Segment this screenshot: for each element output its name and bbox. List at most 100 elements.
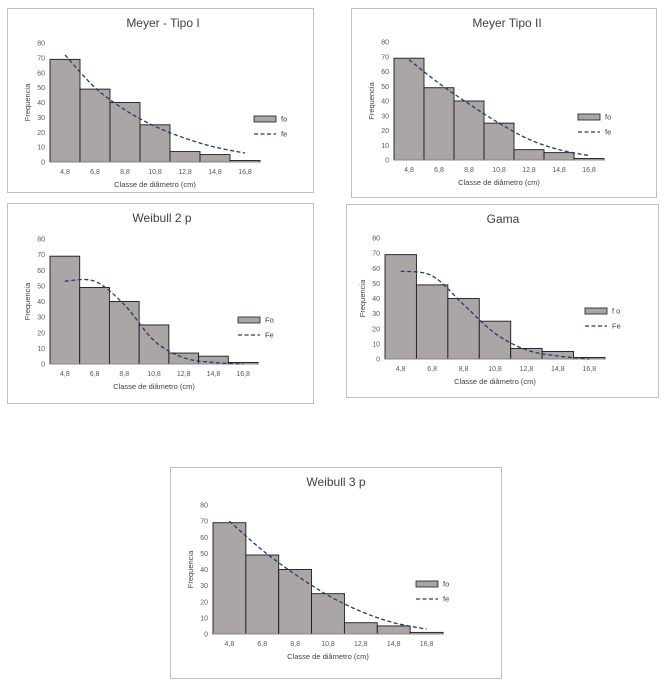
x-tick-label: 12,8 xyxy=(520,366,534,373)
y-tick-label: 10 xyxy=(37,145,45,152)
x-tick-label: 6,8 xyxy=(257,641,267,648)
chart-panel-weibull-2p: Weibull 2 p 0 10 20 30 40 50 60 70 80 4,8 6,8 8,8 10,… xyxy=(7,203,314,404)
x-tick-label: 4,8 xyxy=(404,167,414,174)
legend-label: fo xyxy=(443,580,449,589)
bar-fo-4 xyxy=(343,622,378,635)
x-tick-label: 14,8 xyxy=(208,169,222,176)
y-tick-label: 0 xyxy=(204,632,208,639)
y-tick-label: 60 xyxy=(381,69,389,76)
x-tick-label: 8,8 xyxy=(464,167,474,174)
chart-svg: Weibull 3 p 0 10 20 30 40 50 60 70 80 4,8 6,8 8,8 10,… xyxy=(186,475,449,661)
x-tick-label: 12,8 xyxy=(177,371,191,378)
x-tick-label: 8,8 xyxy=(120,169,130,176)
bar-fo-2 xyxy=(453,100,485,161)
x-tick-label: 10,8 xyxy=(321,641,335,648)
series-line-fe xyxy=(408,59,590,157)
legend-label: fe xyxy=(281,130,287,139)
y-tick-label: 20 xyxy=(200,599,208,606)
y-tick-label: 10 xyxy=(37,346,45,353)
x-tick-label: 10,8 xyxy=(147,371,161,378)
chart-svg: Meyer - Tipo I 0 10 20 30 40 50 60 70 80 4,8 6,8 8,8… xyxy=(23,16,287,189)
x-tick-label: 8,8 xyxy=(459,366,469,373)
chart-panel-meyer-tipo-2: Meyer Tipo II 0 10 20 30 40 50 60 70 80 4,8 6,8 8,8 1… xyxy=(351,8,657,198)
legend-label: Fo xyxy=(265,316,274,325)
y-axis-title: Frequencia xyxy=(358,279,367,317)
x-tick-label: 16,8 xyxy=(582,366,596,373)
bar-Fo-4 xyxy=(168,352,200,365)
x-tick-label: 16,8 xyxy=(420,641,434,648)
x-tick-label: 16,8 xyxy=(236,371,250,378)
y-tick-label: 50 xyxy=(372,281,380,288)
legend: fo fe xyxy=(253,115,287,139)
y-tick-label: 70 xyxy=(372,251,380,258)
x-tick-label: 6,8 xyxy=(90,371,100,378)
bar-Fo-1 xyxy=(79,286,110,365)
chart-title: Weibull 2 p xyxy=(132,211,191,225)
bar-fo-4 xyxy=(513,149,545,161)
y-axis-title: Frequencia xyxy=(23,282,32,320)
y-tick-label: 0 xyxy=(376,357,380,364)
chart-title: Gama xyxy=(487,212,520,226)
legend-label: fo xyxy=(605,113,611,122)
series-line-Fe xyxy=(64,278,244,365)
x-axis-title: Classe de diâmetro (cm) xyxy=(287,652,369,661)
y-tick-label: 60 xyxy=(372,266,380,273)
bar-fo-5 xyxy=(376,625,411,635)
y-tick-label: 60 xyxy=(37,70,45,77)
x-tick-label: 6,8 xyxy=(427,366,437,373)
y-axis-title: Frequencia xyxy=(186,550,195,588)
y-tick-label: 30 xyxy=(381,113,389,120)
y-tick-label: 0 xyxy=(385,158,389,165)
legend-label: fe xyxy=(605,128,611,137)
bar-fo-1 xyxy=(79,88,111,163)
legend-label: f o xyxy=(612,307,620,316)
y-axis-title: Frequencia xyxy=(367,81,376,119)
x-tick-label: 4,8 xyxy=(60,371,70,378)
chart-svg: Weibull 2 p 0 10 20 30 40 50 60 70 80 4,8 6,8 8,8 10,… xyxy=(23,211,274,391)
bar-fo-3 xyxy=(311,593,345,635)
x-axis-title: Classe de diâmetro (cm) xyxy=(458,178,540,187)
legend-label: Fe xyxy=(612,322,621,331)
y-tick-label: 20 xyxy=(37,330,45,337)
chart-title: Weibull 3 p xyxy=(306,475,365,489)
legend-swatch-bar xyxy=(577,113,601,121)
y-tick-label: 50 xyxy=(37,85,45,92)
legend: fo fe xyxy=(577,113,611,137)
y-tick-label: 40 xyxy=(37,100,45,107)
y-tick-label: 20 xyxy=(37,130,45,137)
x-tick-label: 14,8 xyxy=(387,641,401,648)
bar-fo-5 xyxy=(199,154,231,163)
legend: fo fe xyxy=(415,580,449,604)
x-tick-label: 4,8 xyxy=(396,366,406,373)
y-tick-label: 10 xyxy=(372,341,380,348)
bar-fo-1 xyxy=(245,554,280,635)
x-tick-label: 14,8 xyxy=(207,371,221,378)
y-tick-label: 0 xyxy=(41,362,45,369)
x-axis-title: Classe de diâmetro (cm) xyxy=(114,180,196,189)
y-tick-label: 60 xyxy=(200,535,208,542)
chart-title: Meyer - Tipo I xyxy=(126,16,199,30)
y-tick-label: 40 xyxy=(200,567,208,574)
legend-swatch-bar xyxy=(237,316,261,324)
bar-Fo-2 xyxy=(108,301,140,365)
x-tick-label: 16,8 xyxy=(238,169,252,176)
legend-label: fo xyxy=(281,115,287,124)
x-tick-label: 6,8 xyxy=(434,167,444,174)
chart-panel-meyer-tipo-1: Meyer - Tipo I 0 10 20 30 40 50 60 70 80 4,8 6,8 8,8… xyxy=(7,8,314,193)
bar-fo-0 xyxy=(49,58,81,163)
y-tick-label: 20 xyxy=(381,128,389,135)
chart-title: Meyer Tipo II xyxy=(472,16,541,30)
bar-Fo-0 xyxy=(49,255,81,365)
x-tick-label: 12,8 xyxy=(354,641,368,648)
y-tick-label: 40 xyxy=(37,299,45,306)
x-tick-label: 10,8 xyxy=(148,169,162,176)
y-tick-label: 30 xyxy=(37,115,45,122)
bar-fo-0 xyxy=(393,57,425,161)
bar-fo-2 xyxy=(447,298,480,360)
y-tick-label: 50 xyxy=(381,84,389,91)
x-tick-label: 4,8 xyxy=(60,169,70,176)
bar-fo-2 xyxy=(109,102,141,163)
bar-fo-0 xyxy=(384,254,417,360)
chart-panel-gama: Gama 0 10 20 30 40 50 60 70 80 4,8 6,8 8,8 10,8 12,8 14… xyxy=(346,204,659,398)
y-tick-label: 80 xyxy=(37,41,45,48)
